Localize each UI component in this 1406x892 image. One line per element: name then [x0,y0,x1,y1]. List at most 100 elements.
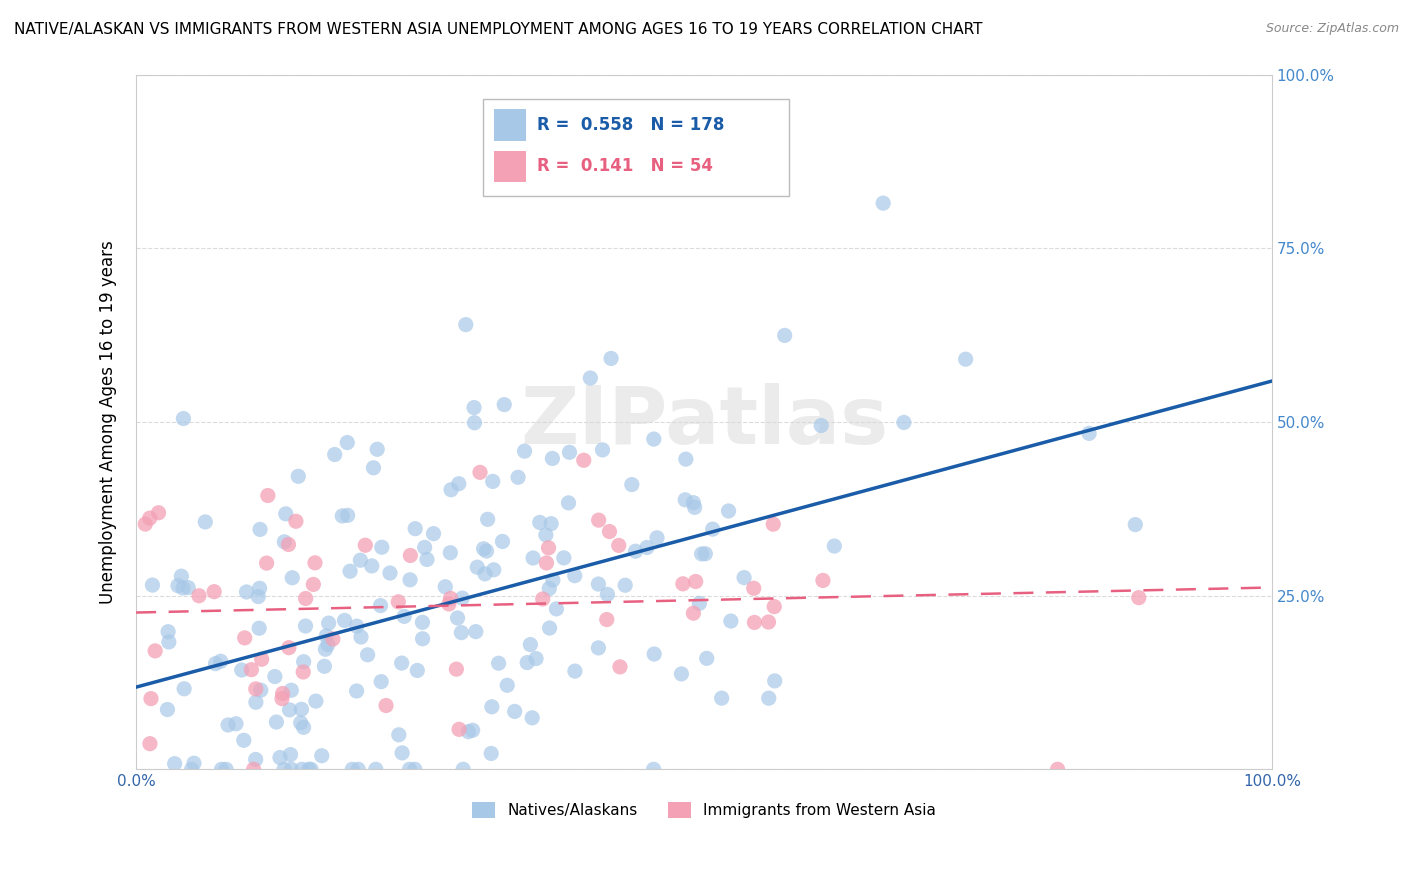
Point [225,716,247,731]
Point [541,451,564,466]
Point [363,460,385,475]
Point [371,540,394,554]
FancyBboxPatch shape [494,109,526,141]
Point [614,578,637,592]
Point [311,748,333,763]
Point [673,492,696,507]
Point [758,691,780,706]
Point [163,756,186,771]
Point [688,596,710,610]
Point [482,563,505,577]
Point [620,477,643,491]
Point [440,483,463,497]
Point [823,539,845,553]
Point [350,630,373,644]
Point [636,541,658,555]
Point [710,691,733,706]
Point [413,541,436,555]
Point [643,762,665,776]
Point [370,674,392,689]
Point [702,522,724,536]
Point [696,651,718,665]
Point [540,516,562,531]
Point [447,476,470,491]
Point [592,442,614,457]
Point [412,632,434,646]
Point [1078,426,1101,441]
Point [247,621,270,635]
Point [388,728,411,742]
Point [204,657,226,671]
Point [675,452,697,467]
Legend: Natives/Alaskans, Immigrants from Western Asia: Natives/Alaskans, Immigrants from Wester… [465,796,942,824]
Point [139,511,162,525]
Point [291,762,314,776]
Point [194,515,217,529]
Point [522,711,544,725]
Y-axis label: Unemployment Among Ages 16 to 19 years: Unemployment Among Ages 16 to 19 years [100,240,117,604]
Point [156,702,179,716]
Text: NATIVE/ALASKAN VS IMMIGRANTS FROM WESTERN ASIA UNEMPLOYMENT AMONG AGES 16 TO 19 : NATIVE/ALASKAN VS IMMIGRANTS FROM WESTER… [14,22,983,37]
Point [316,638,339,652]
Point [349,553,371,567]
Point [167,579,190,593]
Point [481,475,503,489]
Point [463,401,485,415]
Point [742,581,765,595]
Point [336,435,359,450]
Point [281,571,304,585]
Point [378,566,401,580]
Point [572,453,595,467]
Point [245,681,267,696]
Point [143,644,166,658]
Point [294,619,316,633]
Point [387,595,409,609]
Point [249,522,271,536]
Point [472,541,495,556]
Point [318,616,340,631]
Point [399,573,422,587]
Point [439,591,461,606]
Point [404,522,426,536]
Point [139,691,162,706]
Point [273,534,295,549]
Point [180,762,202,776]
Point [733,571,755,585]
Point [271,691,294,706]
Point [682,496,704,510]
Point [333,614,356,628]
Point [643,432,665,446]
Point [211,762,233,776]
Point [463,416,485,430]
Point [588,577,610,591]
Point [304,556,326,570]
Point [215,762,238,776]
Point [672,577,695,591]
Point [170,569,193,583]
Point [354,538,377,552]
Point [454,318,477,332]
Point [506,470,529,484]
Point [157,635,180,649]
Point [202,584,225,599]
Point [299,762,322,776]
Point [519,638,541,652]
Point [588,640,610,655]
Point [305,694,328,708]
Point [468,466,491,480]
Point [607,538,630,552]
Point [451,762,474,776]
Point [522,551,544,566]
Point [773,328,796,343]
Point [450,625,472,640]
Point [256,556,278,570]
Point [955,352,977,367]
Point [685,574,707,589]
Point [302,577,325,591]
Point [643,647,665,661]
Point [564,664,586,678]
Point [364,762,387,776]
Point [588,513,610,527]
Point [536,556,558,570]
Point [451,591,474,606]
